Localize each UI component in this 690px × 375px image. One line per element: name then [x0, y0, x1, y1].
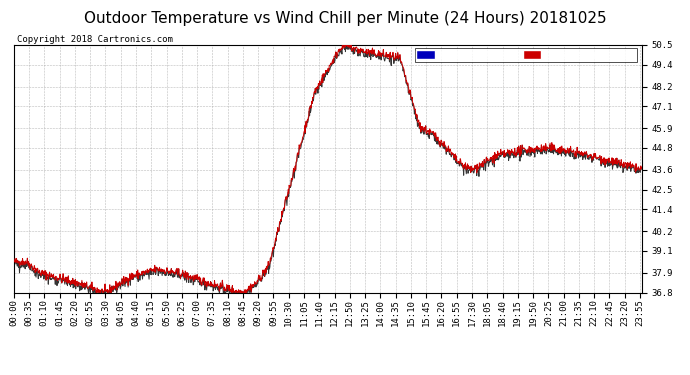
Text: Copyright 2018 Cartronics.com: Copyright 2018 Cartronics.com: [17, 35, 172, 44]
Legend: Wind Chill  (°F), Temperature  (°F): Wind Chill (°F), Temperature (°F): [415, 48, 637, 62]
Text: Outdoor Temperature vs Wind Chill per Minute (24 Hours) 20181025: Outdoor Temperature vs Wind Chill per Mi…: [83, 11, 607, 26]
